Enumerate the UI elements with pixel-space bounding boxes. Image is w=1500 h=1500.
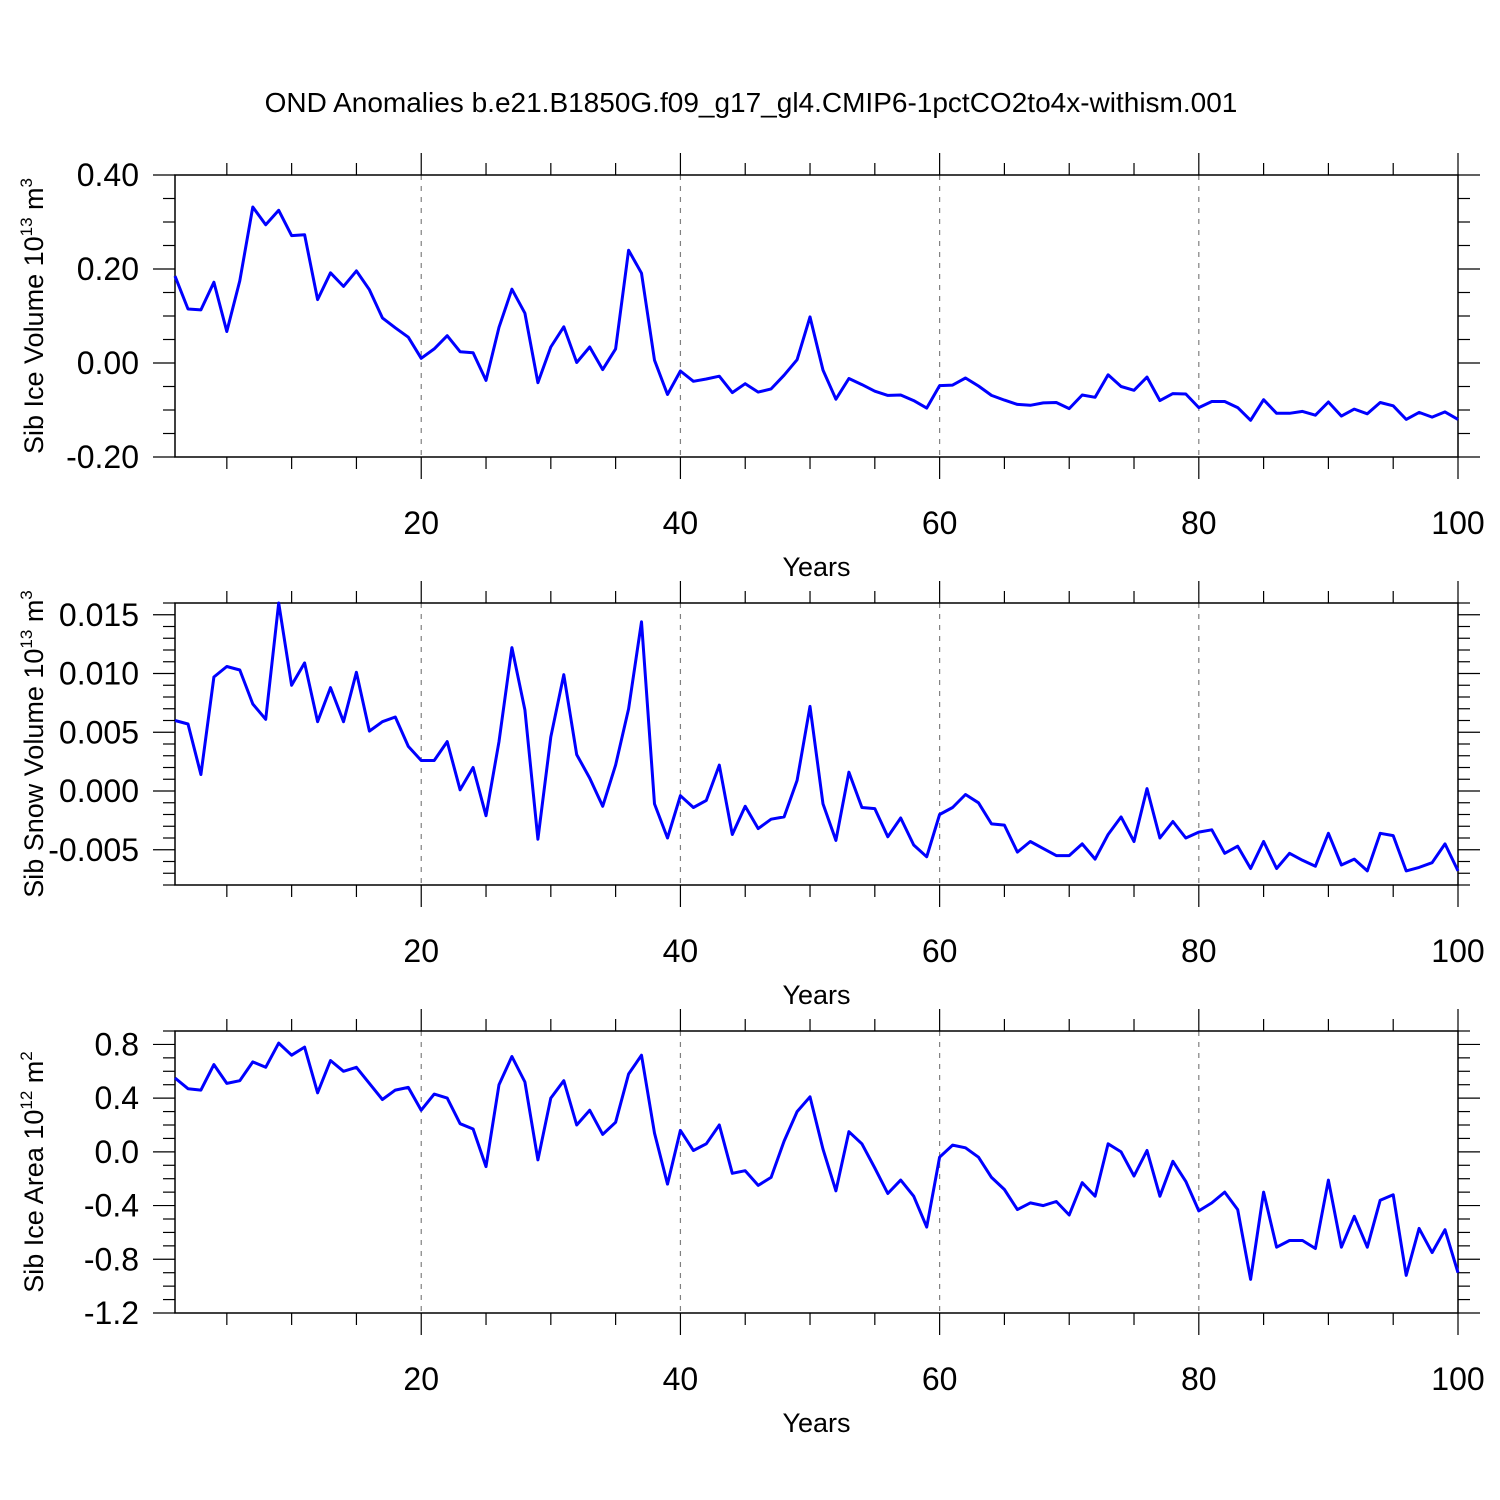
x-tick-label: 40 (663, 505, 699, 541)
x-tick-label: 20 (403, 933, 439, 969)
y-tick-label: -1.2 (84, 1295, 139, 1331)
x-tick-label: 80 (1181, 505, 1217, 541)
x-tick-label: 40 (663, 933, 699, 969)
y-axis-title: Sib Ice Volume 1013 m3 (17, 178, 49, 454)
x-axis-title: Years (782, 1408, 850, 1438)
y-tick-label: 0.20 (77, 251, 139, 287)
plot-frame (174, 1030, 1459, 1314)
x-tick-label: 100 (1431, 505, 1484, 541)
y-tick-label: -0.005 (48, 832, 139, 868)
x-tick-label: 20 (403, 505, 439, 541)
y-tick-label: 0.8 (95, 1026, 139, 1062)
y-tick-label: 0.00 (77, 345, 139, 381)
x-tick-label: 100 (1431, 933, 1484, 969)
panel-3: -1.2 -0.8 -0.4 0.0 0.4 0.8 20 40 60 80 100 Years Sib… (17, 1009, 1485, 1438)
x-tick-label: 80 (1181, 1361, 1217, 1397)
y-tick-label: 0.015 (59, 597, 139, 633)
chart-title: OND Anomalies b.e21.B1850G.f09_g17_gl4.C… (265, 87, 1238, 118)
x-tick-label: 20 (403, 1361, 439, 1397)
x-tick-label: 40 (663, 1361, 699, 1397)
x-tick-label: 100 (1431, 1361, 1484, 1397)
series-line (173, 205, 1459, 422)
y-tick-label: -0.20 (66, 439, 139, 475)
x-tick-label: 60 (922, 505, 958, 541)
y-tick-label: 0.4 (95, 1080, 139, 1116)
y-axis-title: Sib Snow Volume 1013 m3 (17, 590, 49, 898)
panel-1: -0.20 0.00 0.20 0.40 20 40 60 80 100 Years Sib Ice… (17, 153, 1485, 582)
x-tick-label: 60 (922, 933, 958, 969)
panel-2: -0.005 0.000 0.005 0.010 0.015 20 40 60 80 100 Yea… (17, 581, 1485, 1010)
y-tick-label: -0.8 (84, 1241, 139, 1277)
x-axis-title: Years (782, 552, 850, 582)
y-tick-label: 0.0 (95, 1134, 139, 1170)
x-axis-title: Years (782, 980, 850, 1010)
y-tick-label: -0.4 (84, 1188, 139, 1224)
y-tick-label: 0.000 (59, 773, 139, 809)
x-tick-label: 80 (1181, 933, 1217, 969)
y-tick-label: 0.005 (59, 714, 139, 750)
y-tick-label: 0.40 (77, 157, 139, 193)
series-line (174, 1041, 1460, 1281)
panels: -0.20 0.00 0.20 0.40 20 40 60 80 100 Years Sib Ice… (17, 153, 1485, 1438)
x-tick-label: 60 (922, 1361, 958, 1397)
y-tick-label: 0.010 (59, 656, 139, 692)
series-line (174, 601, 1460, 873)
y-axis-title: Sib Ice Area 1012 m2 (17, 1051, 49, 1293)
